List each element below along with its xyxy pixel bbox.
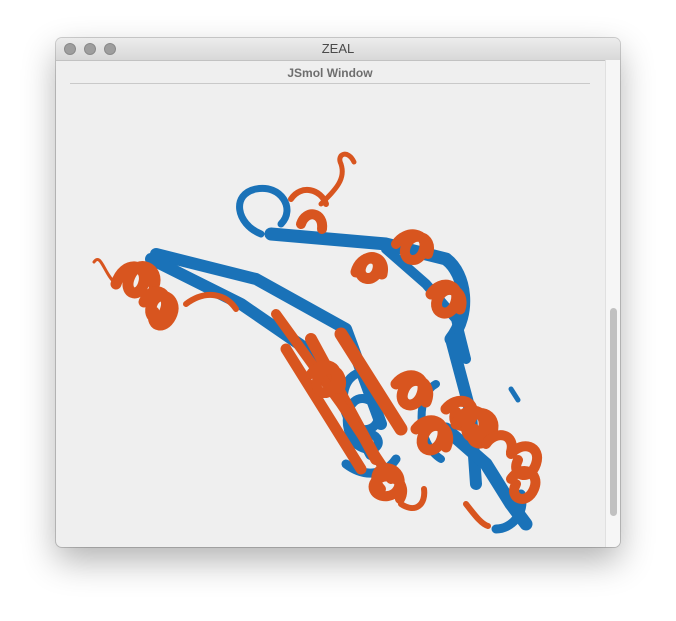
scrollbar-thumb[interactable] <box>610 308 617 516</box>
blue-chain <box>145 184 533 534</box>
vertical-scrollbar[interactable] <box>605 60 620 547</box>
molecule-viewer[interactable] <box>56 84 604 547</box>
title-bar[interactable]: ZEAL <box>56 38 620 61</box>
protein-structure-render[interactable] <box>56 84 604 547</box>
panel-separator <box>70 83 590 84</box>
zoom-button[interactable] <box>104 43 116 55</box>
panel-title: JSmol Window <box>287 66 373 80</box>
minimize-button[interactable] <box>84 43 96 55</box>
close-button[interactable] <box>64 43 76 55</box>
orange-chain <box>92 151 543 529</box>
app-window: ZEAL JSmol Window <box>56 38 620 547</box>
window-title: ZEAL <box>321 41 355 56</box>
